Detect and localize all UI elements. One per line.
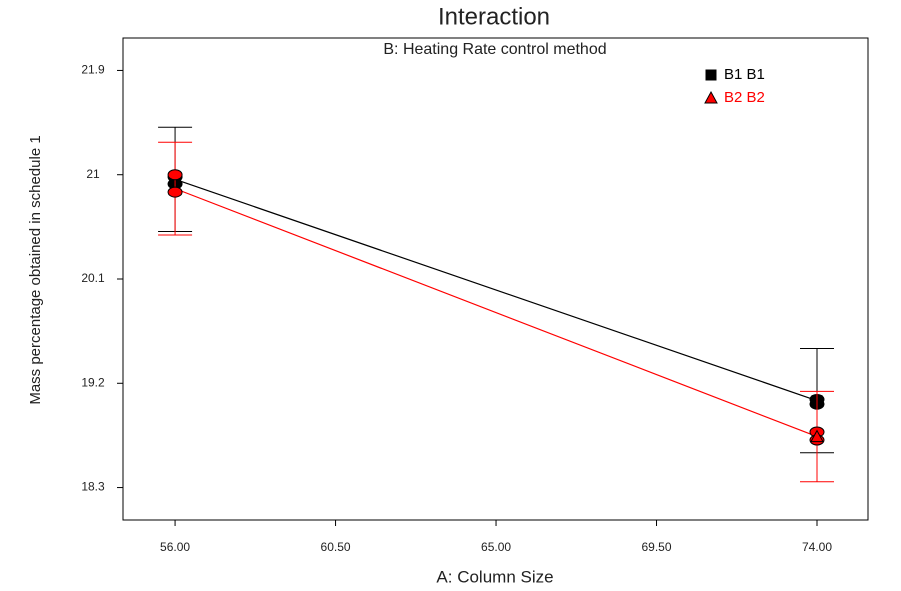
legend-marker [704, 90, 718, 104]
series-line [174, 188, 818, 438]
x-tick-label: 69.50 [642, 540, 672, 554]
plot-frame [122, 37, 869, 521]
x-axis-label: A: Column Size [436, 567, 553, 586]
y-axis-label: Mass percentage obtained in schedule 1 [27, 135, 44, 404]
series-line [174, 178, 818, 402]
x-tick-label: 74.00 [802, 540, 832, 554]
mean-marker [810, 429, 824, 443]
chart-title: Interaction [438, 3, 550, 30]
y-tick-label: 21.9 [81, 63, 105, 77]
y-tick-label: 21 [86, 167, 100, 181]
design-point [167, 169, 183, 181]
legend-marker [705, 69, 717, 81]
y-tick-label: 20.1 [81, 271, 105, 285]
design-point [167, 186, 183, 198]
chart-subtitle: B: Heating Rate control method [383, 41, 606, 58]
x-tick-label: 56.00 [160, 540, 190, 554]
legend-label: B2 B2 [724, 89, 765, 106]
x-tick-label: 60.50 [321, 540, 351, 554]
y-tick-label: 19.2 [81, 375, 105, 389]
y-tick-label: 18.3 [81, 480, 105, 494]
x-tick-label: 65.00 [481, 540, 511, 554]
legend-label: B1 B1 [724, 66, 765, 83]
